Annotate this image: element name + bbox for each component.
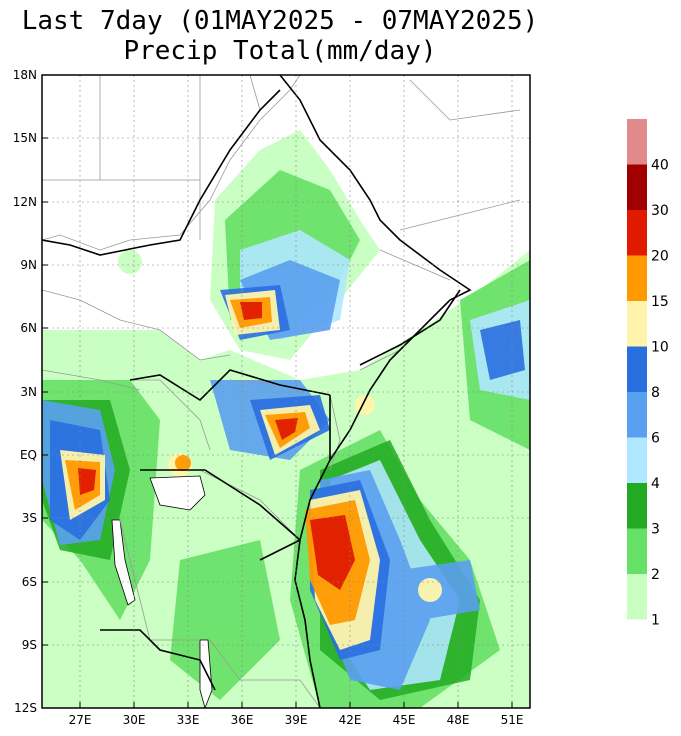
- lon-label: 39E: [285, 713, 308, 727]
- colorbar-swatch: [627, 164, 647, 210]
- colorbar-swatch: [627, 210, 647, 256]
- lat-label: 15N: [13, 131, 37, 145]
- colorbar-swatch: [627, 301, 647, 347]
- colorbar: 40 30 20 15 10 8 6 4 3 2 1: [627, 119, 669, 629]
- lat-label: 3S: [22, 511, 37, 525]
- colorbar-swatch: [627, 255, 647, 301]
- lon-label: 48E: [447, 713, 470, 727]
- colorbar-label: 40: [651, 158, 669, 174]
- lon-axis: 27E 30E 33E 36E 39E 42E 45E 48E 51E: [69, 713, 524, 727]
- lon-label: 45E: [393, 713, 416, 727]
- lat-label: 12N: [13, 195, 37, 209]
- colorbar-swatch: [627, 392, 647, 438]
- colorbar-label: 20: [651, 249, 669, 265]
- lat-label: 12S: [14, 701, 37, 715]
- colorbar-label: 30: [651, 203, 669, 219]
- lat-label: 3N: [20, 385, 37, 399]
- axis-ticks: [42, 74, 513, 709]
- colorbar-label: 2: [651, 567, 660, 583]
- colorbar-label: 6: [651, 431, 660, 447]
- colorbar-swatch: [627, 483, 647, 529]
- colorbar-label: 4: [651, 476, 660, 492]
- lat-label: 6N: [20, 321, 37, 335]
- precip-field: [42, 75, 530, 708]
- lon-label: 27E: [69, 713, 92, 727]
- colorbar-label: 15: [651, 294, 669, 310]
- colorbar-swatch: [627, 528, 647, 574]
- lat-label: 9N: [20, 258, 37, 272]
- map-title-line1: Last 7day (01MAY2025 - 07MAY2025): [21, 6, 539, 36]
- lat-label: EQ: [20, 448, 37, 462]
- colorbar-swatch: [627, 437, 647, 483]
- lake-malawi: [199, 639, 213, 708]
- lon-label: 42E: [339, 713, 362, 727]
- colorbar-label: 10: [651, 340, 669, 356]
- lon-label: 36E: [231, 713, 254, 727]
- lon-label: 33E: [177, 713, 200, 727]
- lat-label: 18N: [13, 68, 37, 82]
- lat-axis: 18N 15N 12N 9N 6N 3N EQ 3S 6S 9S 12S: [13, 68, 37, 715]
- colorbar-swatch: [627, 119, 647, 165]
- colorbar-label: 3: [651, 522, 660, 538]
- lon-label: 51E: [501, 713, 524, 727]
- lake-victoria: [149, 475, 206, 511]
- colorbar-swatch: [627, 346, 647, 392]
- map-title-line2: Precip Total(mm/day): [123, 36, 437, 66]
- lat-label: 9S: [22, 638, 37, 652]
- map-grid: [42, 75, 530, 708]
- colorbar-label: 8: [651, 385, 660, 401]
- lon-label: 30E: [123, 713, 146, 727]
- lat-label: 6S: [22, 575, 37, 589]
- colorbar-label: 1: [651, 613, 660, 629]
- colorbar-swatch: [627, 574, 647, 620]
